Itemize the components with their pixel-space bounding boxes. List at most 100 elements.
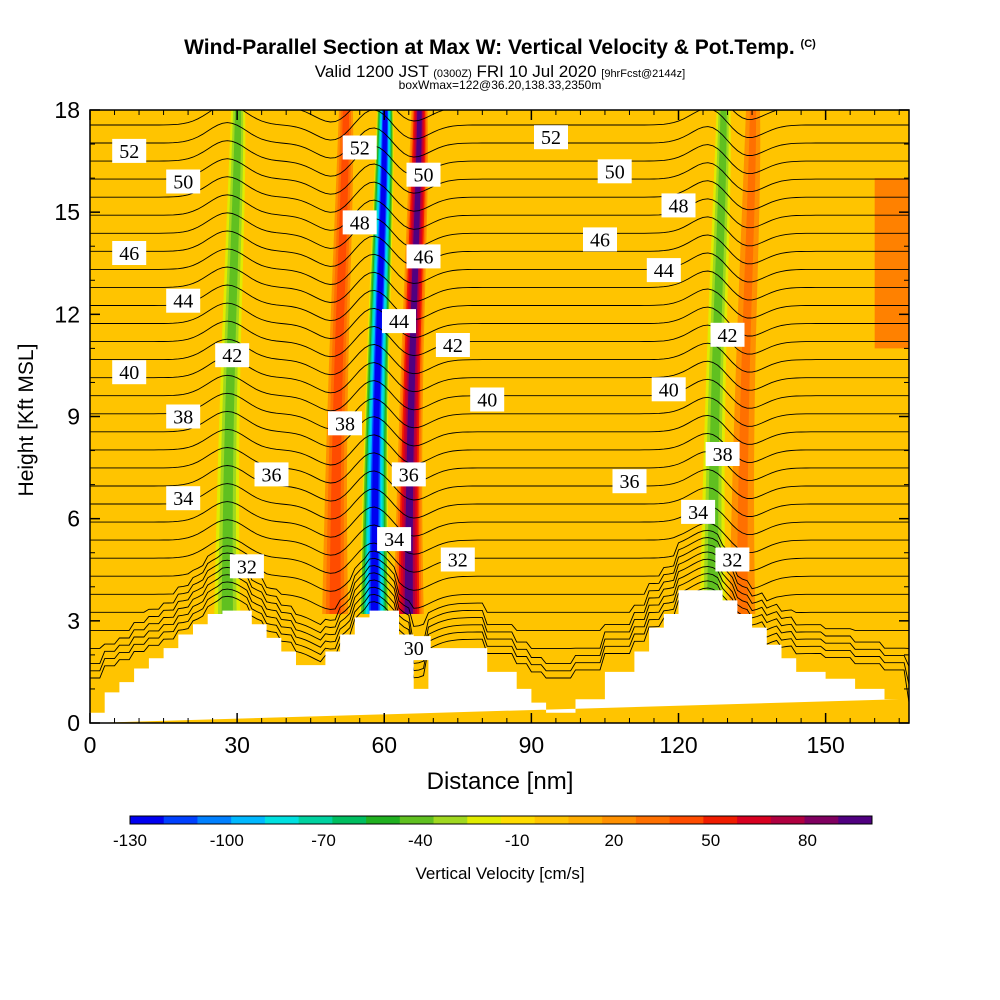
isentrope-label: 42 <box>215 343 250 368</box>
isentrope-label: 48 <box>342 210 377 235</box>
isentrope-line <box>90 110 909 141</box>
isentrope-label-text: 50 <box>414 165 434 187</box>
colorbar-segment <box>635 816 671 824</box>
colorbar-tick-label: 20 <box>604 831 623 850</box>
isentrope-label-text: 48 <box>350 212 370 234</box>
velocity-band-5-2 <box>736 110 757 615</box>
colorbar-segment <box>770 816 806 824</box>
isentrope-label: 32 <box>715 547 750 572</box>
isentrope-line <box>90 194 909 231</box>
isentrope-label: 42 <box>710 322 745 347</box>
isentrope-line <box>90 428 909 466</box>
y-axis-label: Height [Kft MSL] <box>15 343 38 497</box>
isentrope-line <box>90 410 909 448</box>
isentrope-label-text: 42 <box>718 325 738 347</box>
x-tick-label: 0 <box>84 732 97 758</box>
isentrope-label: 32 <box>229 554 264 579</box>
isentrope-label-text: 36 <box>620 471 640 493</box>
isentrope-label: 50 <box>406 162 441 187</box>
velocity-band-3-5 <box>404 110 422 615</box>
isentrope-line <box>90 212 909 249</box>
isentrope-label-text: 44 <box>389 311 409 333</box>
colorbar-segment <box>433 816 468 824</box>
isentrope-label-text: 32 <box>722 550 742 572</box>
colorbar-segment <box>467 816 502 824</box>
isentrope-label-text: 48 <box>669 195 689 217</box>
isentrope-label-text: 38 <box>173 407 193 429</box>
isentrope-line <box>90 248 909 285</box>
isentrope-label: 36 <box>391 462 426 487</box>
terrain <box>90 590 900 723</box>
isentrope-label-text: 46 <box>414 246 434 268</box>
y-tick-label: 6 <box>67 506 80 532</box>
isentrope-line <box>90 284 909 322</box>
isentrope-label: 52 <box>534 125 568 150</box>
isentrope-label: 40 <box>112 360 147 385</box>
isentrope-line <box>90 537 909 592</box>
y-tick-label: 18 <box>54 97 80 123</box>
colorbar: -130 -100 -70 -40 -10 20 50 80 <box>113 815 873 850</box>
isentrope-line <box>90 519 909 556</box>
y-tick-label: 3 <box>67 608 80 634</box>
colorbar-segment <box>399 816 435 824</box>
isentrope-label-text: 40 <box>659 379 679 401</box>
colorbar-tick-label: -10 <box>505 831 530 850</box>
colorbar-label: Vertical Velocity [cm/s] <box>415 864 585 883</box>
colorbar-segment <box>501 816 536 824</box>
isentrope-line <box>90 392 909 430</box>
velocity-band-2-7 <box>370 110 388 615</box>
isentrope-label: 52 <box>342 135 377 160</box>
isentrope-label: 46 <box>583 227 617 252</box>
isentrope-label: 52 <box>112 138 147 163</box>
colorbar-segment <box>332 816 367 824</box>
x-tick-label: 60 <box>371 732 397 758</box>
isentrope-label: 36 <box>254 462 289 487</box>
colorbar-segment <box>163 816 198 824</box>
isentrope-label: 38 <box>328 411 362 436</box>
isentrope-label: 34 <box>166 486 201 511</box>
isentrope-line <box>90 544 909 610</box>
colorbar-segment <box>838 816 873 824</box>
colorbar-segment <box>737 816 772 824</box>
colorbar-tick-label: -100 <box>210 831 244 850</box>
isentrope-label-text: 40 <box>477 390 497 412</box>
isentrope-label-text: 34 <box>688 502 708 524</box>
isentrope-label-text: 38 <box>335 413 355 435</box>
isentrope-line <box>90 565 909 657</box>
isentrope-label-text: 42 <box>222 345 242 367</box>
isentrope-line <box>90 558 909 645</box>
isentrope-label-text: 36 <box>399 464 419 486</box>
colorbar-tick-label: -40 <box>408 831 433 850</box>
colorbar-segment <box>703 816 738 824</box>
isentrope-labels: 52 50 46 44 40 42 38 36 34 32 52 48 50 46 44 42 38 36 40 34… <box>112 125 750 661</box>
isentrope-label-text: 44 <box>173 291 193 313</box>
isentrope-line <box>90 447 909 484</box>
x-tick-label: 150 <box>806 732 844 758</box>
colorbar-segment <box>264 816 300 824</box>
colorbar-segment <box>231 816 266 824</box>
utc-time: (0300Z) <box>433 68 472 80</box>
isentrope-label: 50 <box>597 159 632 184</box>
isentrope-label: 44 <box>382 309 416 334</box>
x-tick-label: 120 <box>659 732 697 758</box>
isentrope-label-text: 44 <box>654 260 674 282</box>
isentropes <box>90 110 909 703</box>
colorbar-segment <box>669 816 704 824</box>
colorbar-segment <box>197 816 232 824</box>
x-axis-label: Distance [nm] <box>426 768 574 795</box>
isentrope-label: 46 <box>112 241 147 265</box>
isentrope-label: 50 <box>166 169 201 194</box>
isentrope-label: 34 <box>377 527 412 552</box>
isentrope-label-text: 34 <box>173 488 193 510</box>
isentrope-line <box>90 140 909 177</box>
isentrope-label-text: 38 <box>713 444 733 466</box>
isentrope-label: 48 <box>661 193 696 218</box>
colorbar-segment <box>804 816 839 824</box>
box-info: boxWmax=122@36.20,138.33,2350m <box>398 78 602 92</box>
isentrope-label-text: 46 <box>590 229 610 251</box>
isentrope-line <box>90 580 909 685</box>
isentrope-line <box>90 501 909 538</box>
isentrope-label: 46 <box>406 244 441 269</box>
isentrope-label-text: 52 <box>119 141 139 163</box>
